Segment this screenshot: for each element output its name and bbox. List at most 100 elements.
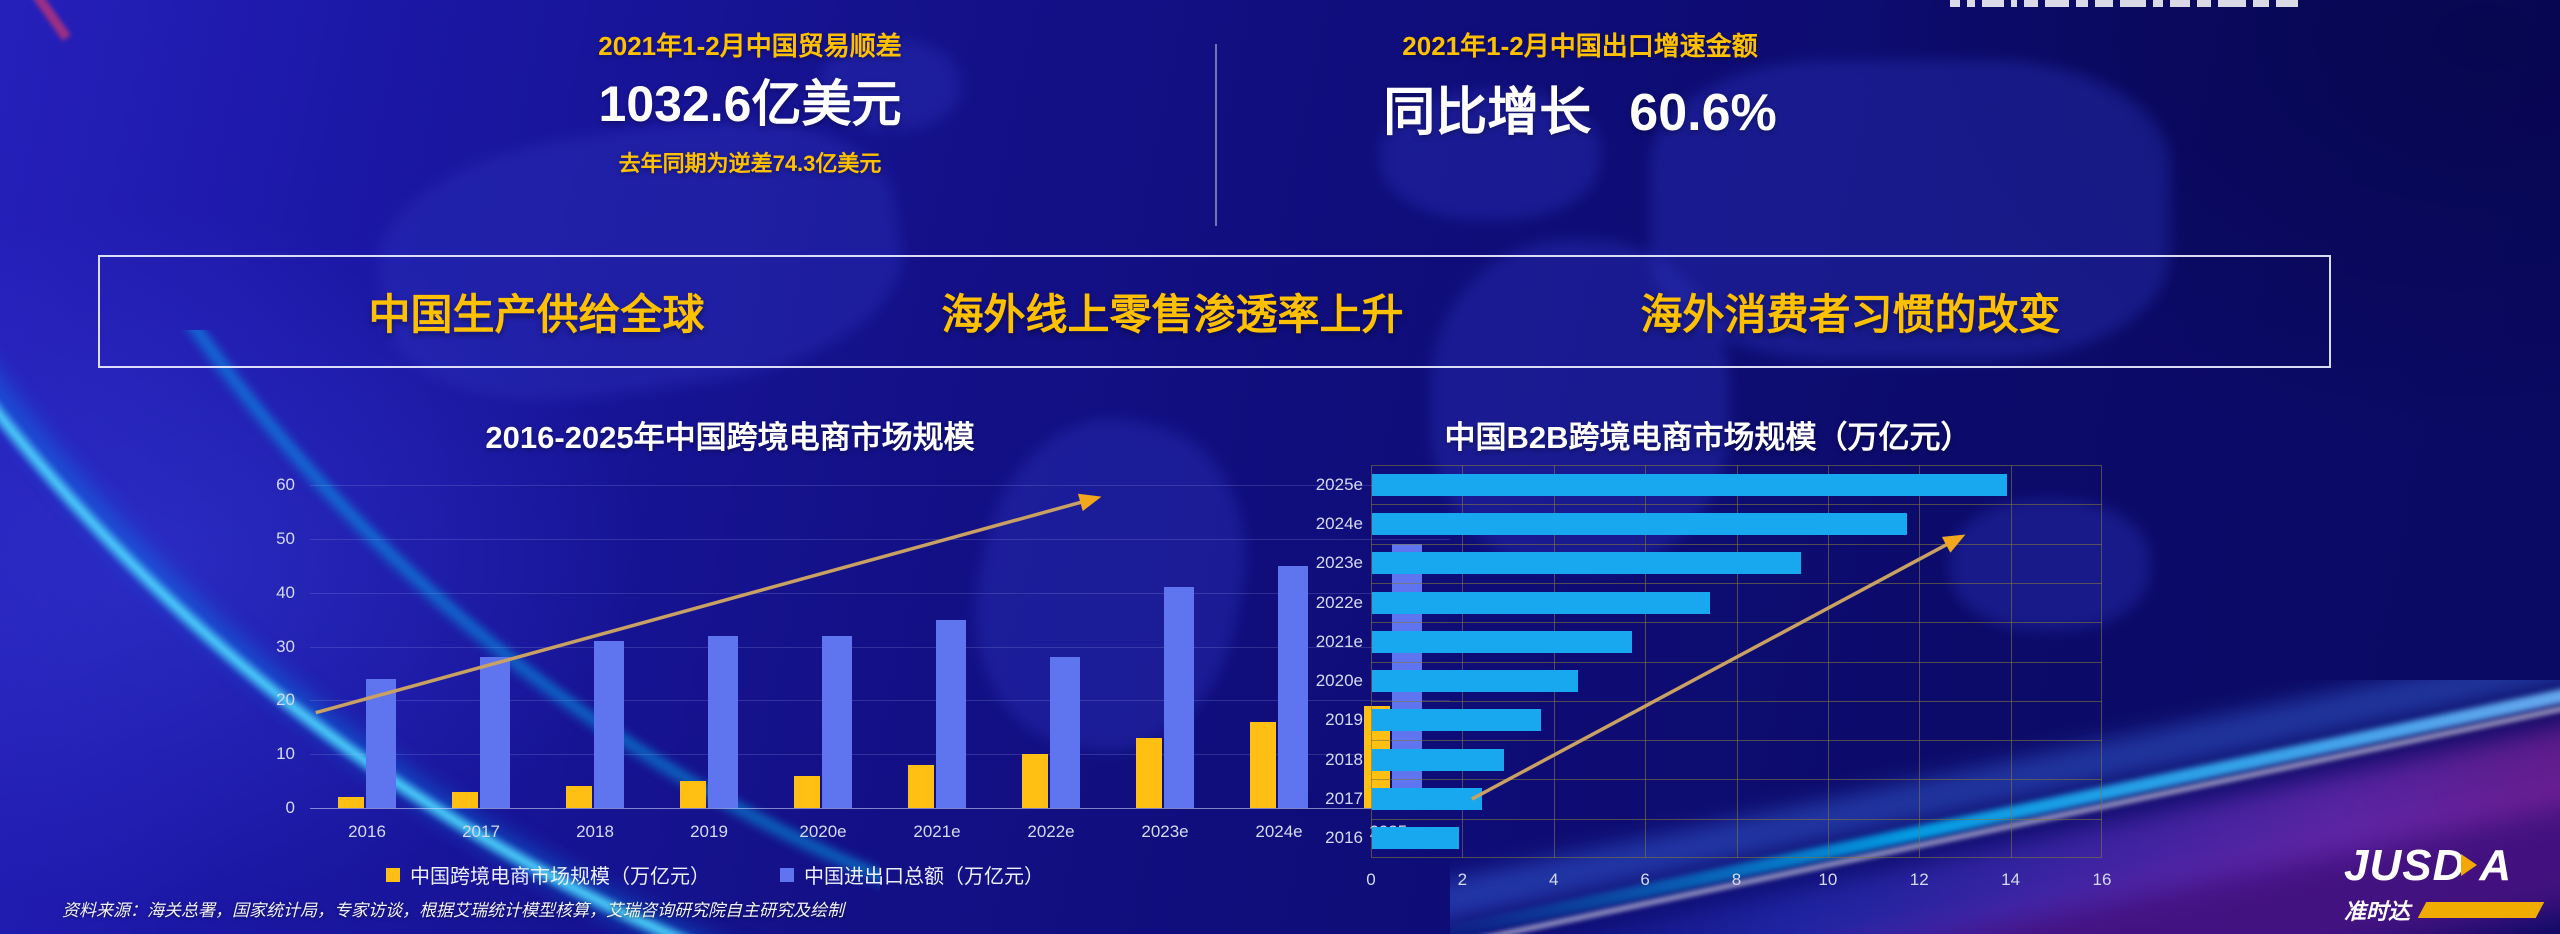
clipped-glyph — [2218, 0, 2246, 7]
chart-cross-border-market: 2016-2025年中国跨境电商市场规模 0 10 20 30 40 50 60 2016 2… — [200, 412, 1500, 902]
x-category-label: 2017 — [462, 822, 500, 841]
highlights-box: 中国生产供给全球 海外线上零售渗透率上升 海外消费者习惯的改变 — [98, 255, 2331, 368]
x-tick-label: 10 — [1818, 870, 1838, 889]
clipped-glyph — [2095, 0, 2113, 7]
map-continent — [1380, 90, 1600, 220]
x-category-label: 2022e — [1027, 822, 1075, 841]
category-label: 2018 — [1325, 749, 1363, 769]
trade-surplus-stat: 2021年1-2月中国贸易顺差 1032.6亿美元 去年同期为逆差74.3亿美元 — [450, 26, 1050, 178]
clipped-glyph — [2153, 0, 2163, 7]
bar-中国进出口总额（万亿元）-2024e — [1278, 565, 1308, 808]
map-continent — [1650, 60, 2170, 360]
brand-arrow-icon — [2461, 854, 2478, 876]
legend-label: 中国进出口总额（万亿元） — [804, 866, 1044, 888]
bar-2017 — [1372, 788, 1482, 811]
y-tick-label: 50 — [276, 528, 295, 548]
clipped-glyph — [2197, 0, 2211, 7]
trend-arrow-layer — [310, 485, 1450, 808]
header-divider — [1215, 44, 1217, 226]
brand-text-pre: JUSD — [2343, 841, 2466, 890]
x-tick-label: 14 — [2001, 870, 2021, 889]
clipped-glyph — [2045, 0, 2069, 7]
gridline — [310, 808, 1450, 809]
trend-arrow — [1471, 534, 1966, 801]
category-label: 2017 — [1325, 789, 1363, 809]
brand-bar — [2417, 902, 2545, 918]
trend-arrow — [315, 493, 1102, 715]
export-growth-stat: 2021年1-2月中国出口增速金额 同比增长 60.6% — [1270, 26, 1890, 142]
gridline — [1371, 504, 2102, 506]
chart-title: 2016-2025年中国跨境电商市场规模 — [485, 420, 975, 455]
y-tick-label: 0 — [285, 798, 295, 817]
y-tick-label: 20 — [276, 690, 295, 710]
gridline — [1371, 818, 2102, 820]
clipped-glyph — [2276, 0, 2298, 7]
jusda-logo: JUSD A 准时达 — [2344, 844, 2545, 926]
x-category-label: 2018 — [576, 822, 614, 841]
bar-2024e — [1372, 512, 1907, 535]
bar-中国跨境电商市场规模（万亿元）-2024e — [1250, 721, 1276, 808]
legend-item: 中国进出口总额（万亿元） — [780, 860, 1044, 889]
brand-text-post: A — [2479, 841, 2513, 890]
clipped-glyph — [2076, 0, 2088, 7]
bar-中国跨境电商市场规模（万亿元）-2017 — [452, 791, 478, 808]
clipped-glyph — [2120, 0, 2146, 7]
category-label: 2021e — [1315, 631, 1363, 651]
chart-b2b-market: 中国B2B跨境电商市场规模（万亿元） 2025e 2024e 2023e 2022e 2… — [1308, 412, 2208, 912]
chart-legend: 中国跨境电商市场规模（万亿元） 中国进出口总额（万亿元） — [145, 860, 1285, 889]
stat-value: 1032.6亿美元 — [598, 76, 902, 132]
category-label: 2023e — [1315, 553, 1363, 573]
y-tick-label: 40 — [276, 582, 295, 602]
x-category-label: 2020e — [799, 822, 847, 841]
x-tick-label: 0 — [1366, 870, 1376, 889]
clipped-glyph — [2253, 0, 2269, 7]
x-tick-label: 4 — [1549, 870, 1559, 889]
x-tick-label: 12 — [1909, 870, 1929, 889]
clipped-glyph — [1950, 0, 1960, 7]
stat-value-prefix: 同比增长 — [1383, 84, 1592, 142]
clipped-header-marks — [1950, 0, 2380, 9]
category-label: 2019 — [1325, 710, 1363, 730]
trend-arrow-layer — [1371, 465, 2102, 858]
legend-swatch — [780, 867, 794, 882]
bar-2025e — [1372, 473, 2008, 496]
category-label: 2020e — [1315, 671, 1363, 691]
source-note: 资料来源：海关总署，国家统计局，专家访谈，根据艾瑞统计模型核算，艾瑞咨询研究院自… — [62, 901, 844, 920]
x-category-label: 2021e — [913, 822, 961, 841]
x-tick-label: 2 — [1457, 870, 1468, 889]
stat-label: 2021年1-2月中国出口增速金额 — [1402, 31, 1758, 61]
chart-title: 中国B2B跨境电商市场规模（万亿元） — [1444, 420, 1972, 455]
x-tick-label: 6 — [1640, 870, 1650, 889]
highlight-item: 海外消费者习惯的改变 — [1640, 291, 2061, 338]
brand-wordmark: JUSD A — [2344, 844, 2540, 888]
x-category-label: 2019 — [690, 822, 728, 841]
map-continent — [820, 40, 960, 130]
y-tick-label: 30 — [276, 636, 295, 656]
x-category-label: 2023e — [1141, 822, 1189, 841]
category-label: 2025e — [1315, 474, 1363, 494]
x-tick-label: 16 — [2092, 870, 2112, 889]
stat-note: 去年同期为逆差74.3亿美元 — [618, 151, 882, 176]
category-label: 2022e — [1315, 592, 1363, 612]
category-label: 2024e — [1315, 513, 1363, 533]
stat-label: 2021年1-2月中国贸易顺差 — [598, 31, 902, 61]
x-category-label: 2016 — [348, 822, 386, 841]
bar-中国跨境电商市场规模（万亿元）-2021e — [908, 764, 934, 808]
legend-label: 中国跨境电商市场规模（万亿元） — [410, 866, 710, 888]
bar-中国跨境电商市场规模（万亿元）-2023e — [1136, 738, 1162, 808]
clipped-glyph — [1982, 0, 2004, 7]
y-tick-label: 10 — [276, 744, 295, 764]
bar-中国跨境电商市场规模（万亿元）-2018 — [566, 786, 592, 808]
category-label: 2016 — [1325, 828, 1363, 848]
legend-swatch — [386, 867, 400, 882]
clipped-glyph — [2170, 0, 2190, 7]
map-continent — [1950, 500, 2150, 630]
bar-中国跨境电商市场规模（万亿元）-2020e — [794, 775, 820, 808]
bar-中国跨境电商市场规模（万亿元）-2019 — [680, 781, 706, 808]
x-tick-label: 8 — [1731, 870, 1742, 889]
gridline — [310, 485, 1450, 486]
clipped-glyph — [2011, 0, 2017, 7]
x-category-label: 2024e — [1255, 822, 1303, 841]
gridline — [310, 754, 1450, 756]
